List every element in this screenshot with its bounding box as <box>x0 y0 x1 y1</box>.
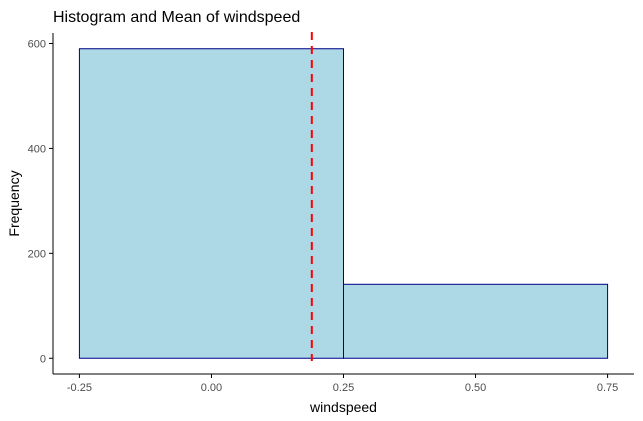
x-tick-label-0: -0.25 <box>67 382 92 394</box>
x-tick-label-4: 0.75 <box>597 382 618 394</box>
y-axis-title: Frequency <box>6 170 22 236</box>
x-ticks-group: -0.25 0.00 0.25 0.50 0.75 <box>67 374 618 394</box>
y-ticks-group: 0 200 400 600 <box>28 38 53 365</box>
histogram-bar-1 <box>78 48 344 359</box>
y-tick-label-2: 400 <box>28 143 46 155</box>
x-tick-label-2: 0.25 <box>333 382 354 394</box>
x-tick-label-1: 0.00 <box>201 382 222 394</box>
x-tick-label-3: 0.50 <box>465 382 486 394</box>
y-tick-label-1: 200 <box>28 248 46 260</box>
histogram-bar-2 <box>343 283 609 359</box>
bars-group <box>78 48 609 359</box>
y-tick-label-3: 600 <box>28 38 46 50</box>
chart-title: Histogram and Mean of windspeed <box>53 9 300 26</box>
y-tick-label-0: 0 <box>40 353 46 365</box>
x-axis-title: windspeed <box>309 399 377 415</box>
